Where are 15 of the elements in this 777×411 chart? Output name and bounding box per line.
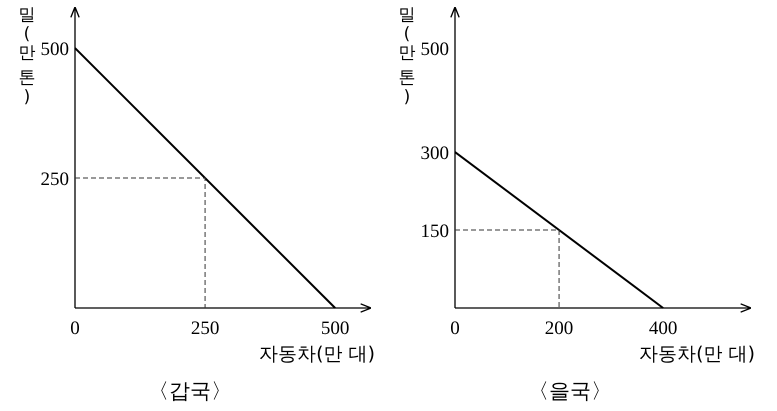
y-tick-label: 300 <box>420 143 449 164</box>
text: 〈갑국〉 <box>148 379 232 403</box>
x-axis-title: 자동차(만 대) <box>259 343 375 365</box>
x-tick-label: 0 <box>450 318 460 339</box>
x-tick-label: 250 <box>190 318 220 339</box>
y-axis-title: 밀(만 톤) <box>18 5 36 107</box>
x-tick-label: 500 <box>320 318 350 339</box>
x-tick-label: 400 <box>648 318 678 339</box>
x-tick-label: 0 <box>70 318 80 339</box>
y-axis-title: 밀(만 톤) <box>398 5 416 107</box>
text: 〈을국〉 <box>528 379 612 403</box>
y-tick-label: 150 <box>420 221 449 242</box>
x-axis-title: 자동차(만 대) <box>639 343 755 365</box>
y-tick-label: 500 <box>420 39 449 60</box>
x-tick-label: 200 <box>544 318 574 339</box>
